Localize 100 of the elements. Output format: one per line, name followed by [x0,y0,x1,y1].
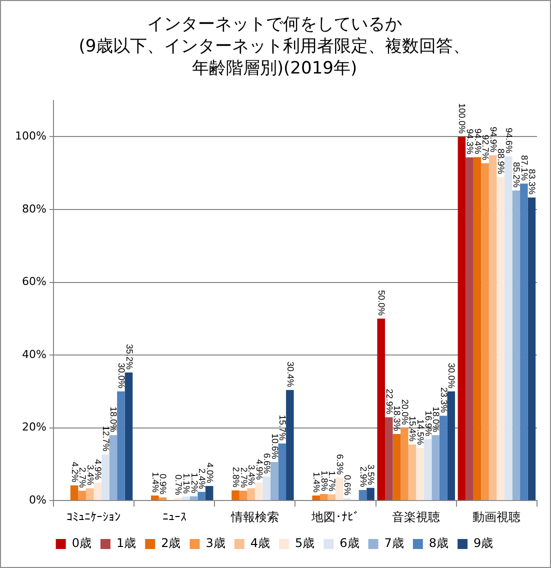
bar [109,435,118,500]
data-label: 92.7% [480,134,491,160]
data-label: 4.9% [254,459,264,480]
bar [247,488,255,500]
data-label: 2.9% [358,466,368,488]
data-label: 10.6% [270,433,280,460]
data-label: 1.4% [312,472,322,493]
x-tick-label: 音楽視聴 [392,510,440,524]
bar [416,448,424,500]
bar [198,492,206,500]
data-label: 2.7% [238,467,249,488]
data-label: 85.2% [512,162,522,188]
data-label: 2.8% [231,466,241,488]
bar [190,496,198,500]
data-label: 4.0% [204,462,215,484]
bar [392,434,401,500]
data-label: 30.4% [285,361,296,387]
legend-label: 8歳 [428,536,449,550]
data-label: 35.2% [124,344,134,370]
x-tick-label: 動画視聴 [472,510,521,524]
bar [312,496,320,500]
data-label: 94.3% [465,128,475,154]
bar [424,439,432,500]
bar [447,391,455,500]
legend-label: 7歳 [384,536,404,550]
data-label: 2.4% [197,468,208,489]
bar [102,454,110,500]
legend-label: 4歳 [250,536,270,550]
legend-label: 6歳 [340,536,360,550]
data-label: 1.7% [327,470,338,492]
data-label: 1.1% [182,473,192,494]
bar [458,136,466,500]
bar [124,372,133,500]
legend-label: 2歳 [161,536,181,550]
bar [385,417,393,500]
data-label: 94.9% [488,126,498,152]
data-label: 15.4% [408,416,418,442]
data-label: 1.2% [189,472,200,494]
legend-label: 3歳 [206,536,226,550]
x-tick-label: ﾆｭｰｽ [162,510,186,524]
data-label: 50.0% [376,290,387,316]
chart-title: インターネットで何をしているか [147,14,402,34]
data-label: 30.0% [446,362,457,388]
bar [78,490,86,500]
bar [205,486,214,500]
bar [182,496,190,500]
bar [473,157,482,500]
data-label: 94.6% [504,128,514,154]
y-tick-label: 100% [14,130,46,143]
data-label: 0.9% [158,474,168,494]
bar [439,416,448,500]
data-label: 1.8% [319,470,330,492]
bar [488,155,497,500]
bar [254,482,263,500]
x-tick-label: ｺﾐｭﾆｹｰｼｮﾝ [66,510,121,524]
chart-subtitle: (9歳以下、インターネット利用者限定、複数回答、年齢階層別)(2019年) [78,36,470,79]
data-label: 3.4% [85,464,96,486]
bar [481,163,489,500]
bar [151,496,159,500]
legend-label: 9歳 [474,536,494,550]
data-label: 30.0% [116,362,126,388]
data-label: 0.7% [174,474,184,496]
bar [366,488,374,500]
data-label: 22.9% [384,388,394,414]
data-label: 4.9% [93,459,104,480]
data-label: 100.0% [457,103,468,134]
data-label: 18.3% [392,405,402,432]
bar [70,485,78,500]
bar [270,462,278,500]
x-tick-label: 情報検索 [230,510,279,524]
bar [432,435,440,500]
data-label: 3.4% [246,464,257,486]
data-label: 3.5% [366,464,376,485]
y-tick-label: 60% [22,275,46,288]
bar [286,390,294,500]
y-tick-label: 20% [22,420,46,434]
legend-label: 1歳 [116,536,136,550]
bar [408,444,416,500]
data-label: 18.0% [108,406,119,432]
data-label: 14.5% [416,419,426,445]
data-label: 4.2% [70,462,80,482]
bar [496,177,504,500]
bar [512,190,520,500]
data-label: 12.7% [100,426,111,452]
data-label: 16.9% [423,410,434,436]
data-label: 23.3% [438,387,449,413]
bar [377,318,386,500]
data-label: 18.0% [431,406,442,432]
bar [320,494,328,500]
bar [239,490,248,500]
bar [86,488,94,500]
bar [94,482,102,500]
data-label: 6.3% [334,454,345,475]
bar [400,428,408,500]
x-tick-label: 地図･ﾅﾋﾞ [310,510,360,524]
bar [232,490,240,500]
data-label: 6.6% [262,453,272,474]
bar [466,157,474,500]
legend-label: 0歳 [72,536,92,550]
data-label: 83.3% [527,168,538,194]
